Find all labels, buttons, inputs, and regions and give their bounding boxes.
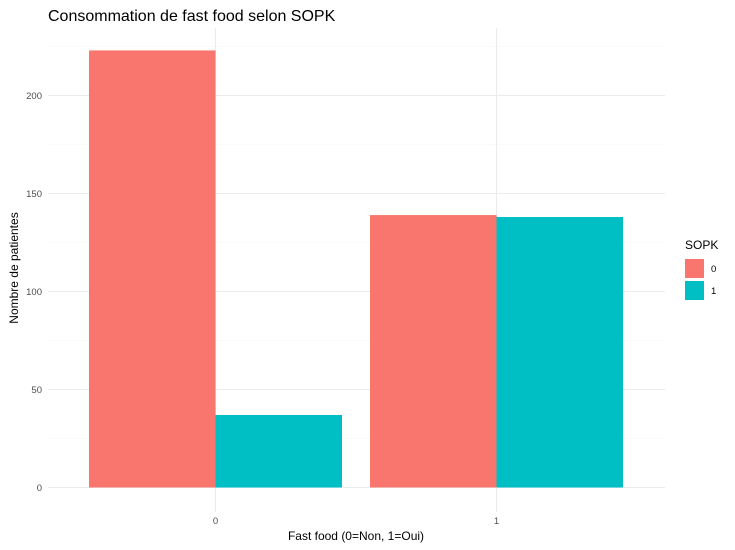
bar-cat1-sopk0 — [370, 215, 497, 488]
bar-series — [89, 50, 623, 488]
bar-cat0-sopk1 — [215, 414, 342, 488]
y-tick-label: 0 — [37, 483, 42, 494]
legend-label: 1 — [711, 286, 716, 297]
legend-title: SOPK — [685, 238, 718, 252]
legend-label: 0 — [711, 264, 716, 275]
x-tick-label: 0 — [213, 516, 218, 527]
y-tick-label: 100 — [26, 287, 42, 298]
bar-cat1-sopk1 — [496, 217, 623, 488]
y-tick-label: 150 — [26, 189, 42, 200]
chart-title: Consommation de fast food selon SOPK — [48, 8, 336, 25]
legend-key-1 — [685, 281, 704, 300]
y-tick-label: 200 — [26, 91, 42, 102]
legend-items: 01 — [685, 259, 716, 300]
y-tick-label: 50 — [31, 385, 42, 396]
y-axis-title: Nombre de patientes — [7, 212, 21, 323]
legend-key-0 — [685, 259, 704, 278]
x-axis-title: Fast food (0=Non, 1=Oui) — [288, 529, 424, 543]
bar-cat0-sopk0 — [89, 50, 216, 488]
y-axis-tick-labels: 0 50 100 150 200 — [26, 91, 42, 494]
x-tick-label: 1 — [494, 516, 499, 527]
legend: SOPK 01 — [685, 238, 718, 300]
